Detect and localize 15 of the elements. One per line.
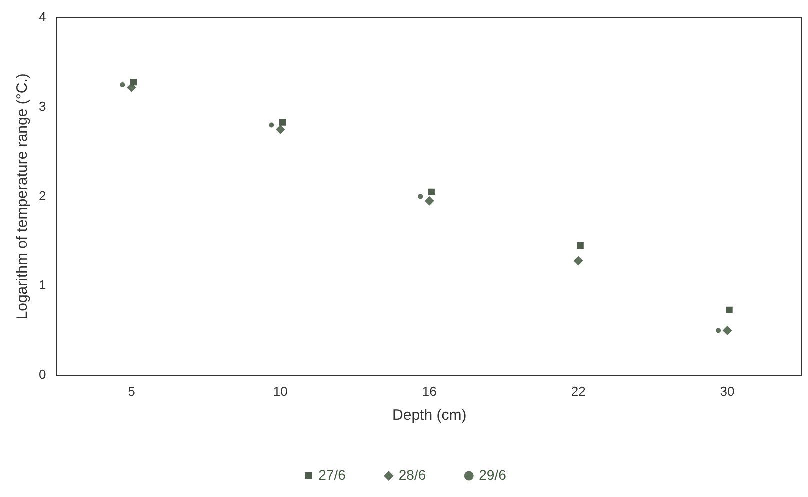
legend-label: 28/6 xyxy=(398,466,426,483)
y-tick-label: 2 xyxy=(38,188,46,204)
x-tick-label: 5 xyxy=(128,384,136,399)
x-axis-title: Depth (cm) xyxy=(392,407,467,424)
x-tick-label: 30 xyxy=(720,384,735,399)
y-tick-label: 0 xyxy=(38,366,46,382)
y-tick-label: 4 xyxy=(38,10,46,25)
y-tick-label: 3 xyxy=(38,98,46,114)
x-tick-label: 16 xyxy=(422,384,437,399)
x-tick-label: 10 xyxy=(273,384,288,399)
y-tick-label: 1 xyxy=(38,278,46,293)
legend-label: 29/6 xyxy=(479,466,507,483)
y-axis-title: Logarithm of temperature range (°C.) xyxy=(14,74,32,320)
legend-label: 27/6 xyxy=(318,466,346,483)
x-tick-label: 22 xyxy=(571,384,586,399)
